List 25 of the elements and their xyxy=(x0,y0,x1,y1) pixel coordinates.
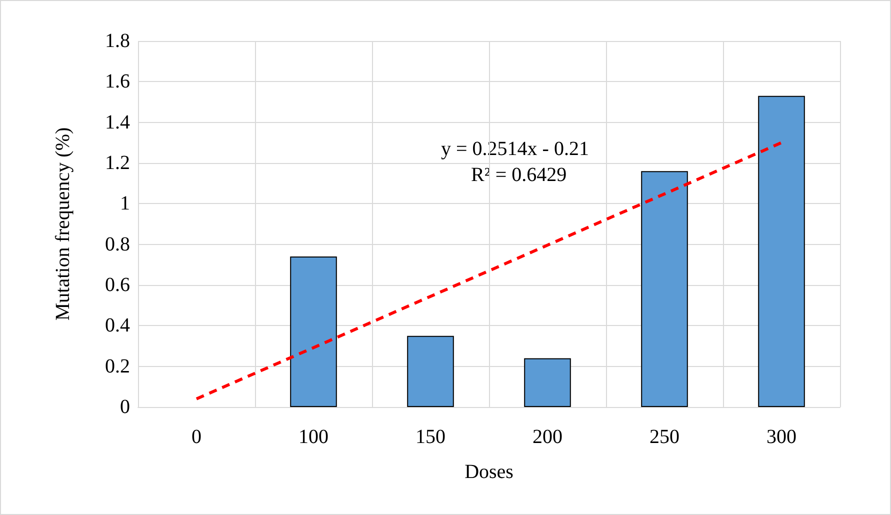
x-tick-label: 300 xyxy=(766,426,796,448)
x-tick-label: 150 xyxy=(416,426,446,448)
bar xyxy=(641,171,688,407)
y-axis-title: Mutation frequency (%) xyxy=(52,127,74,321)
annotation: R² = 0.6429 xyxy=(471,164,567,186)
y-tick-label: 1.4 xyxy=(105,111,130,134)
bar xyxy=(758,96,805,407)
y-tick-label: 0.8 xyxy=(105,233,130,256)
y-tick-label: 1.6 xyxy=(105,70,130,93)
y-tick-label: 0.6 xyxy=(105,274,130,296)
bar xyxy=(290,256,337,407)
x-tick-label: 100 xyxy=(298,426,328,448)
x-axis-title: Doses xyxy=(464,461,514,483)
y-tick-label: 1.8 xyxy=(105,30,130,52)
y-tick-label: 1.2 xyxy=(105,152,130,174)
y-tick-label: 0.2 xyxy=(105,355,130,378)
x-tick-label: 200 xyxy=(532,426,562,448)
annotation: y = 0.2514x - 0.21 xyxy=(441,138,589,160)
x-tick-label: 250 xyxy=(650,426,680,448)
y-tick-label: 0.4 xyxy=(105,314,130,337)
bar xyxy=(524,358,571,407)
x-tick-label: 0 xyxy=(192,426,202,448)
y-tick-label: 0 xyxy=(120,396,130,418)
y-tick-label: 1 xyxy=(120,192,130,215)
bar xyxy=(407,336,454,407)
